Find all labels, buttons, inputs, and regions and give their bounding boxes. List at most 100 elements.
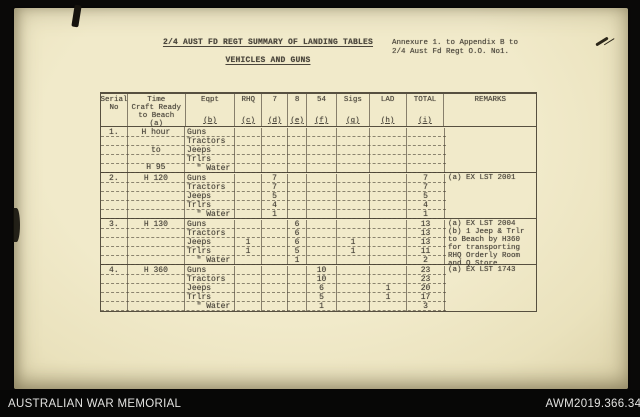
cell-b8 (288, 146, 308, 155)
cell-b54 (307, 137, 338, 146)
equipment-line: Trlrs 4 4 (185, 201, 446, 210)
column-label: REMARKS (474, 96, 506, 104)
cell-eqpt: Trlrs (185, 201, 236, 210)
cell-lad (370, 137, 408, 146)
cell-b7 (262, 247, 289, 256)
remarks-cell: (a) EX LST 2001 (445, 173, 536, 218)
cell-b8: 6 (288, 229, 308, 238)
cell-eqpt: Trlrs (185, 293, 236, 302)
annexure-line-2: 2/4 Aust Fd Regt O.O. No1. (392, 48, 510, 56)
cell-sigs (337, 266, 371, 275)
cell-lad (370, 174, 408, 183)
row-rule-lines (101, 174, 446, 219)
dotted-rule (101, 164, 446, 173)
equipment-lines: Guns 10 23 Tractors 10 23 Jeeps 6 1 20 Trlrs 5 1 17 "… (185, 265, 446, 311)
cell-b8 (288, 183, 308, 192)
remark-line: (a) EX LST 1743 (448, 266, 516, 274)
cell-eqpt: Guns (185, 174, 236, 183)
cell-rhq (235, 220, 263, 229)
dotted-rule (101, 247, 446, 256)
cell-sigs: 1 (337, 247, 371, 256)
cell-rhq (235, 192, 263, 201)
cell-sigs (337, 275, 371, 284)
cell-eqpt: Jeeps (185, 192, 236, 201)
dotted-rule (101, 210, 446, 219)
column-letter: (c) (241, 117, 256, 125)
cell-lad (370, 155, 408, 164)
pencil-mark (595, 36, 609, 47)
cell-lad: 1 (370, 293, 408, 302)
cell-sigs (337, 201, 371, 210)
dotted-rule (101, 256, 446, 265)
cell-eqpt: Trlrs (185, 247, 236, 256)
cell-sigs (337, 210, 371, 219)
annexure-line-1: Annexure 1. to Appendix B to (392, 39, 519, 47)
cell-lad (370, 302, 408, 311)
equipment-line: Guns 10 23 (185, 266, 446, 275)
column-label: 8 (294, 96, 300, 104)
cell-b7: 7 (262, 174, 289, 183)
remark-line: (a) EX LST 2004 (448, 220, 516, 228)
cell-b54: 5 (307, 293, 338, 302)
table-header-row: Serial No Time Craft Ready to Beach (a) Eqp… (101, 94, 536, 127)
cell-b7 (262, 164, 289, 173)
column-header-54: 54 (f) (307, 94, 337, 126)
cell-lad (370, 183, 408, 192)
title-block: 2/4 AUST FD REGT SUMMARY OF LANDING TABL… (156, 38, 380, 65)
dotted-rule (101, 293, 446, 302)
time-line: H 360 (143, 266, 168, 275)
dotted-rule (101, 229, 446, 238)
document-title: 2/4 AUST FD REGT SUMMARY OF LANDING TABL… (162, 38, 374, 47)
cell-total: 13 (407, 229, 446, 238)
cell-b54 (307, 183, 338, 192)
column-letter: (i) (418, 117, 432, 125)
cell-rhq (235, 284, 263, 293)
cell-eqpt: Tractors (185, 275, 236, 284)
cell-b7 (262, 137, 289, 146)
cell-total: 13 (407, 238, 446, 247)
column-letter: (h) (380, 117, 395, 125)
column-label: TOTAL (413, 96, 437, 104)
cell-lad: 1 (370, 284, 408, 293)
cell-sigs (337, 146, 371, 155)
cell-sigs: 1 (337, 238, 371, 247)
time-line: H hour (141, 128, 171, 137)
cell-b54 (307, 229, 338, 238)
equipment-lines: Guns 7 7 Tractors 7 7 Jeeps 5 5 Trlrs 4 4 " Water 1 1 (185, 173, 446, 219)
dotted-rule (101, 174, 446, 183)
column-label: Time Craft Ready to Beach (131, 96, 181, 120)
cell-lad (370, 201, 408, 210)
archive-id: AWM2019.366.341 (545, 397, 640, 410)
remarks-cell: (a) EX LST 2004 (b) 1 Jeep & Trlr to Beach… (445, 219, 536, 268)
cell-lad (370, 164, 408, 173)
cell-b8 (288, 192, 308, 201)
cell-sigs (337, 183, 371, 192)
cell-total: 2 (407, 256, 446, 265)
cell-b8 (288, 164, 308, 173)
column-letter: (e) (290, 117, 304, 125)
cell-lad (370, 192, 408, 201)
cell-b8 (288, 293, 308, 302)
column-letter: (b) (203, 117, 217, 125)
cell-eqpt: Tractors (185, 183, 236, 192)
cell-b8: 6 (288, 220, 308, 229)
cell-rhq (235, 293, 263, 302)
cell-eqpt: Trlrs (185, 155, 236, 164)
cell-b8 (288, 210, 308, 219)
column-label: Sigs (343, 96, 362, 104)
equipment-line: Jeeps 1 6 1 13 (185, 238, 446, 247)
cell-b54 (307, 128, 338, 137)
cell-eqpt: Jeeps (185, 238, 236, 247)
column-label: 54 (316, 96, 326, 104)
cell-b54 (307, 210, 338, 219)
cell-b7 (262, 302, 289, 311)
cell-b8 (288, 302, 308, 311)
cell-rhq (235, 256, 263, 265)
cell-b54: 10 (307, 266, 338, 275)
equipment-line: Guns 7 7 (185, 174, 446, 183)
cell-b7 (262, 155, 289, 164)
cell-b54 (307, 146, 338, 155)
cell-sigs (337, 293, 371, 302)
table-row: 4. H 360 Guns 10 23 Tractors 10 23 Jeeps 6 1 20 Trlr… (101, 265, 536, 311)
cell-b8: 6 (288, 238, 308, 247)
